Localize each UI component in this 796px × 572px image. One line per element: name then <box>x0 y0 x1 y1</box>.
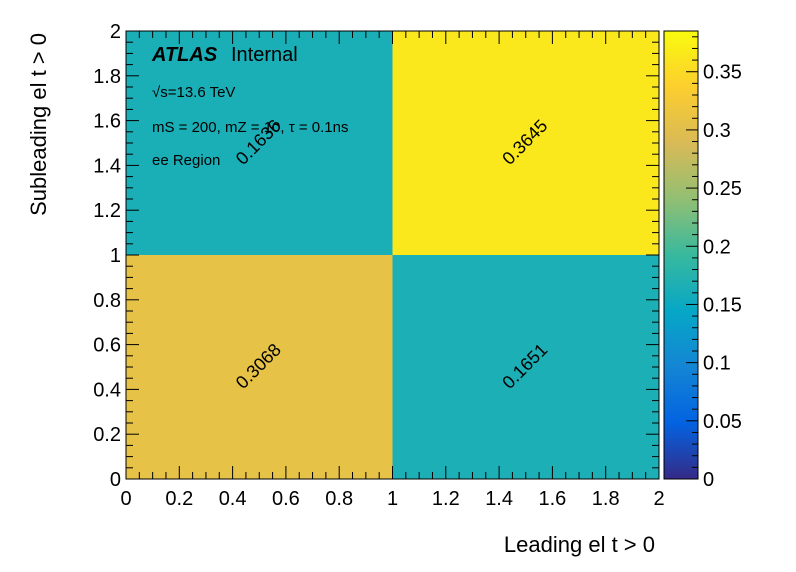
x-tick-label: 0.4 <box>219 488 247 510</box>
y-tick-label: 0.4 <box>93 379 121 401</box>
atlas-label: ATLAS Internal <box>151 44 298 66</box>
x-tick-label: 1.4 <box>485 488 513 510</box>
y-tick-label: 0.6 <box>93 335 121 357</box>
y-tick-label: 1.2 <box>93 200 121 222</box>
colorbar-gradient <box>664 31 698 479</box>
heatmap-cell <box>126 31 393 255</box>
energy-annotation: √s=13.6 TeV <box>152 84 235 101</box>
y-tick-label: 1.8 <box>93 66 121 88</box>
x-tick-label: 1 <box>387 488 398 510</box>
x-tick-label: 0 <box>120 488 131 510</box>
colorbar-tick-label: 0.25 <box>703 178 742 200</box>
x-axis-title: Leading el t > 0 <box>504 532 655 557</box>
heatmap-cell <box>126 255 393 479</box>
x-tick-label: 1.2 <box>432 488 460 510</box>
axis-ticks: 0 0.2 0.4 0.6 0.8 1 1.2 1.4 1.6 1.8 2 0 0.2 0.4 0.6 0.8… <box>93 21 664 510</box>
region-annotation: ee Region <box>152 152 220 169</box>
x-tick-label: 0.8 <box>325 488 353 510</box>
y-tick-label: 1.4 <box>93 155 121 177</box>
atlas-logo-text: ATLAS <box>151 44 218 66</box>
colorbar-tick-label: 0.3 <box>703 120 731 142</box>
heatmap-cell <box>392 31 659 255</box>
colorbar-tick-label: 0.1 <box>703 353 731 375</box>
x-tick-label: 1.6 <box>538 488 566 510</box>
atlas-status-text: Internal <box>231 44 298 66</box>
colorbar-tick-label: 0.35 <box>703 62 742 84</box>
x-tick-label: 0.6 <box>272 488 300 510</box>
x-tick-label: 0.2 <box>165 488 193 510</box>
y-tick-label: 2 <box>110 21 121 43</box>
colorbar-tick-label: 0.2 <box>703 236 731 258</box>
y-tick-label: 0 <box>110 469 121 491</box>
colorbar: 0 0.05 0.1 0.15 0.2 0.25 0.3 0.35 <box>663 30 742 491</box>
heatmap-cell <box>392 255 659 479</box>
y-tick-label: 0.2 <box>93 424 121 446</box>
y-tick-label: 0.8 <box>93 290 121 312</box>
colorbar-frame <box>663 30 699 480</box>
colorbar-tick-label: 0.05 <box>703 411 742 433</box>
colorbar-tick-label: 0.15 <box>703 294 742 316</box>
x-tick-label: 1.8 <box>592 488 620 510</box>
y-tick-label: 1 <box>110 245 121 267</box>
heatmap-cells <box>126 31 659 479</box>
y-tick-label: 1.6 <box>93 111 121 133</box>
colorbar-tick-label: 0 <box>703 469 714 491</box>
model-annotation: mS = 200, mZ = 10, τ = 0.1ns <box>152 119 348 136</box>
x-tick-label: 2 <box>653 488 664 510</box>
y-axis-title: Subleading el t > 0 <box>26 33 51 216</box>
